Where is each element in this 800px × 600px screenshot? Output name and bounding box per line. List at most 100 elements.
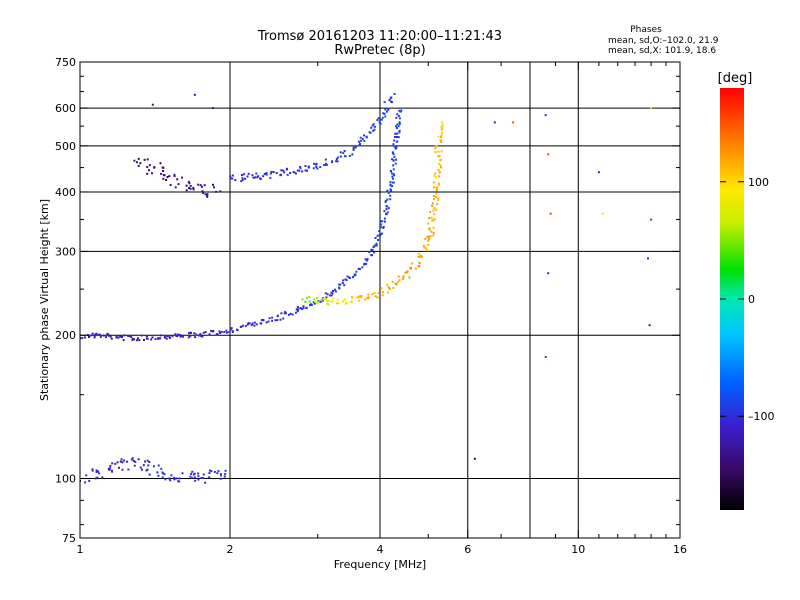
- data-point: [195, 333, 198, 336]
- data-point: [437, 183, 440, 186]
- data-point: [396, 113, 399, 116]
- data-point: [299, 307, 302, 309]
- data-point: [397, 114, 400, 117]
- data-point: [165, 179, 167, 181]
- data-point: [312, 298, 315, 301]
- data-point: [93, 335, 96, 338]
- data-point: [391, 175, 394, 178]
- data-point: [346, 275, 349, 278]
- data-point: [133, 464, 136, 467]
- data-point: [139, 466, 142, 469]
- data-point: [110, 337, 113, 340]
- colorbar-tick-label: 0: [748, 293, 755, 306]
- data-point: [392, 181, 395, 184]
- data-point: [173, 478, 176, 481]
- data-point: [169, 184, 172, 186]
- data-point: [121, 336, 123, 338]
- data-point: [418, 255, 421, 258]
- data-point: [142, 464, 145, 467]
- data-point: [363, 139, 366, 142]
- data-point: [187, 180, 190, 183]
- data-point: [384, 108, 387, 111]
- data-point: [366, 258, 369, 261]
- data-point: [220, 474, 222, 477]
- data-point: [427, 237, 430, 240]
- data-point: [216, 472, 219, 475]
- data-point: [384, 115, 387, 118]
- data-point: [391, 101, 393, 104]
- data-point: [189, 335, 192, 338]
- data-point: [387, 107, 390, 110]
- data-point: [188, 182, 191, 185]
- data-point: [269, 172, 272, 175]
- data-point: [440, 134, 443, 137]
- data-point: [208, 472, 211, 475]
- data-point: [434, 147, 437, 150]
- x-axis: 1 2 4 6 10 16: [77, 62, 687, 556]
- x-tick-label: 6: [464, 543, 471, 556]
- data-point: [373, 245, 376, 248]
- data-point: [85, 474, 88, 477]
- data-point: [437, 198, 439, 201]
- data-point: [120, 458, 123, 461]
- data-point: [97, 470, 100, 473]
- data-point: [157, 474, 160, 477]
- data-point: [123, 459, 126, 462]
- data-point: [241, 174, 243, 177]
- data-point: [386, 211, 389, 214]
- data-point: [380, 118, 383, 121]
- data-point: [428, 217, 431, 220]
- data-point: [647, 257, 649, 260]
- data-point: [212, 183, 214, 186]
- data-point: [181, 176, 184, 179]
- data-point: [197, 183, 200, 186]
- data-point: [182, 335, 184, 338]
- data-point: [181, 472, 184, 475]
- data-point: [259, 177, 262, 180]
- data-point: [146, 459, 149, 462]
- data-point: [137, 164, 140, 167]
- data-point: [398, 279, 401, 282]
- data-point: [396, 123, 399, 126]
- data-point: [162, 170, 165, 172]
- data-point: [203, 184, 206, 187]
- data-point: [398, 122, 401, 125]
- y-axis-label: Stationary phase Virtual Height [km]: [38, 199, 51, 401]
- data-point: [305, 306, 308, 309]
- data-point: [151, 172, 153, 175]
- data-point: [123, 334, 126, 337]
- data-point: [191, 470, 194, 473]
- data-point: [223, 331, 226, 333]
- data-point: [160, 467, 163, 470]
- data-point: [333, 288, 336, 291]
- data-point: [373, 128, 376, 131]
- data-point: [332, 290, 334, 292]
- data-point: [77, 476, 79, 478]
- y-tick-label: 100: [55, 473, 76, 486]
- data-point: [381, 294, 384, 297]
- data-point: [193, 332, 196, 335]
- y-tick-label: 300: [55, 245, 76, 258]
- data-point: [352, 146, 355, 149]
- data-point: [131, 457, 134, 460]
- x-tick-label: 10: [571, 543, 585, 556]
- data-point: [375, 242, 378, 245]
- data-point: [357, 299, 360, 302]
- data-point: [379, 233, 382, 236]
- data-point: [392, 143, 395, 146]
- data-point: [365, 135, 368, 138]
- data-point: [364, 298, 367, 301]
- data-point: [391, 280, 394, 283]
- data-point: [194, 336, 197, 339]
- data-point: [331, 160, 333, 163]
- data-point: [282, 317, 285, 320]
- data-point: [162, 472, 165, 475]
- data-point: [371, 124, 374, 127]
- data-point: [327, 303, 330, 306]
- data-point: [296, 169, 299, 172]
- data-point: [194, 479, 197, 482]
- data-point: [439, 158, 442, 161]
- data-point: [77, 338, 79, 340]
- data-point: [234, 179, 237, 182]
- data-point: [377, 292, 380, 295]
